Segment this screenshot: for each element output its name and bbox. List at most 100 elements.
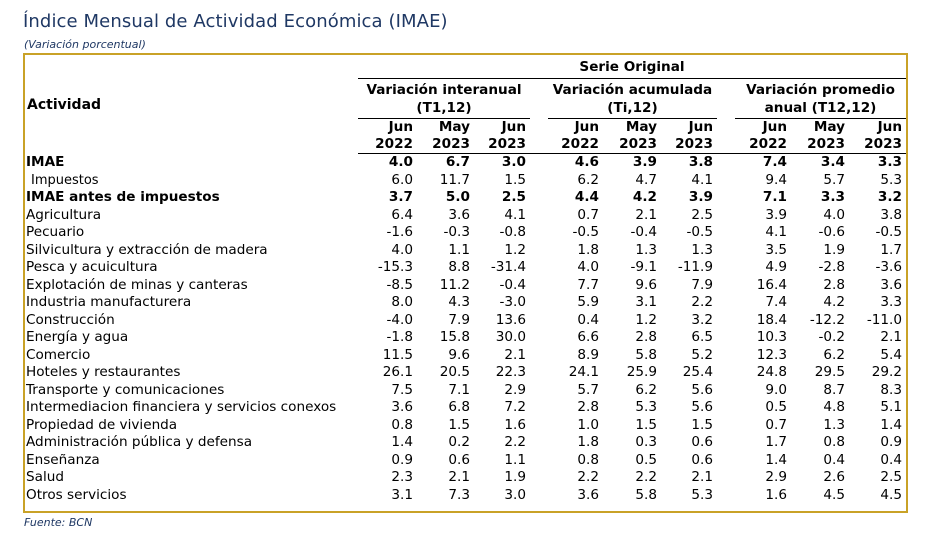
row-value: 16.4 <box>756 276 787 293</box>
row-value: 0.8 <box>391 416 413 433</box>
row-value: 7.9 <box>691 276 713 293</box>
table-row: Enseñanza 0.9 0.6 1.1 0.8 0.5 0.6 1.4 0.4 0.4 <box>25 452 906 470</box>
row-value: -9.1 <box>630 259 657 276</box>
row-value: 5.3 <box>691 486 713 503</box>
row-value: 2.1 <box>691 469 713 486</box>
row-value: 4.7 <box>635 171 657 188</box>
period-month: Jun <box>688 119 713 135</box>
row-value: 4.1 <box>765 224 787 241</box>
group-header-line1: Variación promedio <box>746 82 895 98</box>
row-value: 1.9 <box>504 469 526 486</box>
row-label: Administración pública y defensa <box>26 434 253 451</box>
table-row: Construcción -4.0 7.9 13.6 0.4 1.2 3.2 18.4 -12.… <box>25 312 906 330</box>
row-value: 20.5 <box>439 364 470 381</box>
row-label: Propiedad de vivienda <box>26 416 178 433</box>
page-title: Índice Mensual de Actividad Económica (I… <box>23 11 448 32</box>
table-row: IMAE 4.0 6.7 3.0 4.6 3.9 3.8 7.4 3.4 3.3 <box>25 154 906 172</box>
row-value: 1.2 <box>635 311 657 328</box>
row-value: -11.9 <box>677 259 713 276</box>
table-row: Agricultura 6.4 3.6 4.1 0.7 2.1 2.5 3.9 4.0 3.8 <box>25 207 906 225</box>
period-month: May <box>813 119 845 135</box>
row-value: 7.5 <box>391 381 413 398</box>
row-value: 29.2 <box>871 364 902 381</box>
row-label: Enseñanza <box>26 451 100 468</box>
row-value: -0.6 <box>818 224 845 241</box>
row-value: 1.5 <box>504 171 526 188</box>
row-label: Salud <box>26 469 64 486</box>
period-year: 2023 <box>474 136 530 154</box>
row-value: 0.5 <box>765 399 787 416</box>
row-value: 5.7 <box>823 171 845 188</box>
period-month: May <box>438 119 470 135</box>
row-value: 7.1 <box>762 189 787 206</box>
row-value: 3.9 <box>765 206 787 223</box>
row-label: Construcción <box>26 311 115 328</box>
row-value: 3.3 <box>880 294 902 311</box>
row-value: 0.8 <box>823 434 845 451</box>
row-value: 2.8 <box>823 276 845 293</box>
group-header-acumulada: Variación acumulada (Ti,12) <box>548 78 717 119</box>
row-value: 4.2 <box>823 294 845 311</box>
row-value: 4.1 <box>691 171 713 188</box>
row-value: 4.8 <box>823 399 845 416</box>
row-value: 9.0 <box>765 381 787 398</box>
row-value: 11.5 <box>382 346 413 363</box>
row-value: 0.8 <box>577 451 599 468</box>
row-value: 1.4 <box>391 434 413 451</box>
row-value: 22.3 <box>495 364 526 381</box>
row-value: 7.4 <box>762 154 787 171</box>
row-value: 5.8 <box>635 486 657 503</box>
period-month: Jun <box>574 119 599 135</box>
row-value: 6.4 <box>391 206 413 223</box>
row-value: 1.1 <box>504 451 526 468</box>
period-year: 2023 <box>791 136 849 154</box>
table-row: Administración pública y defensa 1.4 0.2 2.… <box>25 434 906 452</box>
group-header-line1: Variación acumulada <box>552 82 713 98</box>
row-value: -15.3 <box>377 259 413 276</box>
row-value: 4.5 <box>823 486 845 503</box>
row-value: 3.6 <box>577 486 599 503</box>
source-note: Fuente: BCN <box>24 516 93 529</box>
row-value: -31.4 <box>490 259 526 276</box>
period-month: Jun <box>877 119 902 135</box>
page-subtitle: (Variación porcentual) <box>24 38 146 51</box>
row-value: -0.5 <box>875 224 902 241</box>
row-value: 4.6 <box>574 154 599 171</box>
row-value: -0.4 <box>499 276 526 293</box>
row-value: 2.2 <box>504 434 526 451</box>
row-value: 9.6 <box>635 276 657 293</box>
row-value: 5.3 <box>880 171 902 188</box>
row-label: Industria manufacturera <box>26 294 192 311</box>
row-value: 3.7 <box>388 189 413 206</box>
row-value: 5.1 <box>880 399 902 416</box>
row-value: 1.6 <box>765 486 787 503</box>
period-year: 2022 <box>358 136 417 154</box>
row-value: 0.4 <box>823 451 845 468</box>
row-value: 2.2 <box>635 469 657 486</box>
row-value: 6.5 <box>691 329 713 346</box>
row-value: 7.4 <box>765 294 787 311</box>
row-value: 1.4 <box>765 451 787 468</box>
row-value: 6.2 <box>823 346 845 363</box>
row-value: 1.3 <box>635 241 657 258</box>
row-value: -11.0 <box>866 311 902 328</box>
row-value: 4.0 <box>391 241 413 258</box>
row-value: 4.4 <box>574 189 599 206</box>
row-value: 0.9 <box>391 451 413 468</box>
table-row: Silvicultura y extracción de madera 4.0 1.… <box>25 242 906 260</box>
row-value: 1.4 <box>880 416 902 433</box>
row-value: 3.4 <box>820 154 845 171</box>
row-value: 3.0 <box>504 486 526 503</box>
row-value: 5.7 <box>577 381 599 398</box>
period-year: 2022 <box>548 136 603 154</box>
row-label: Impuestos <box>31 172 99 188</box>
row-value: 5.0 <box>445 189 470 206</box>
row-value: 1.8 <box>577 434 599 451</box>
row-value: 7.2 <box>504 399 526 416</box>
row-value: 4.0 <box>823 206 845 223</box>
row-label: Otros servicios <box>26 486 127 503</box>
row-value: 9.4 <box>765 171 787 188</box>
row-value: 1.5 <box>635 416 657 433</box>
row-value: 5.8 <box>635 346 657 363</box>
row-value: 7.3 <box>448 486 470 503</box>
